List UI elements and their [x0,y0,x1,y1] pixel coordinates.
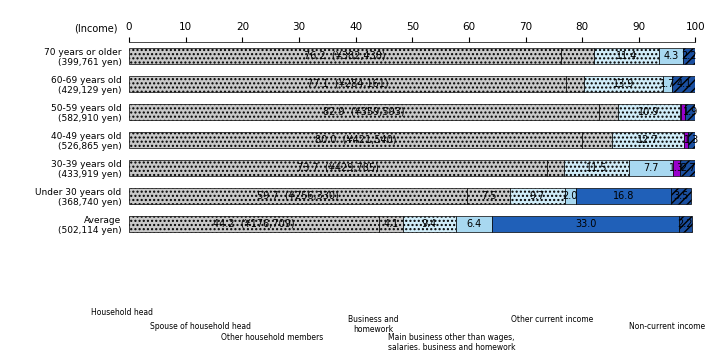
Bar [379,216,403,232]
Text: 6.4: 6.4 [466,219,482,229]
Text: 1.7: 1.7 [660,79,675,89]
Text: 1.9: 1.9 [683,107,698,117]
Text: 82.9  (¥359,593): 82.9 (¥359,593) [323,107,404,117]
Bar [688,132,695,148]
Bar [671,188,691,204]
Bar [680,160,695,176]
Bar [684,132,688,148]
Text: 1.3: 1.3 [669,163,684,173]
Bar [582,132,612,148]
Text: 2.2: 2.2 [678,219,693,229]
Text: Business and
homework: Business and homework [348,315,398,334]
Text: 10.9: 10.9 [638,107,660,117]
Bar [612,132,684,148]
Bar [681,104,685,120]
Text: 77.1  (¥284,161): 77.1 (¥284,161) [307,79,388,89]
Bar [129,132,582,148]
Text: Other household members: Other household members [222,332,323,342]
Text: 76.2  (¥382,438): 76.2 (¥382,438) [304,51,386,61]
Text: 2.7: 2.7 [680,163,695,173]
Bar [129,216,379,232]
Text: 1.3: 1.3 [684,135,699,145]
Text: 80.0  (¥421,540): 80.0 (¥421,540) [315,135,397,145]
Bar [129,160,546,176]
Text: 44.2  (¥176,709): 44.2 (¥176,709) [214,219,295,229]
Bar [584,76,663,92]
Bar [618,104,680,120]
Bar [564,160,630,176]
Bar [594,48,659,64]
Text: 59.7  (¥256,330): 59.7 (¥256,330) [257,191,339,201]
Bar [456,216,492,232]
Bar [546,160,564,176]
Text: (Income): (Income) [75,23,118,34]
Bar [679,216,691,232]
Bar [129,76,566,92]
Text: 7.7: 7.7 [643,163,659,173]
Bar [510,188,565,204]
Text: 7.5: 7.5 [480,191,496,201]
Text: 33.0: 33.0 [575,219,597,229]
Text: 11.5: 11.5 [586,163,607,173]
Text: 16.8: 16.8 [613,191,635,201]
Bar [680,104,681,120]
Text: 9.7: 9.7 [529,191,545,201]
Text: Non-current income: Non-current income [629,322,705,331]
Bar [467,188,510,204]
Bar [129,104,599,120]
Bar [565,188,576,204]
Bar [561,48,594,64]
Bar [663,76,673,92]
Text: 3.5: 3.5 [673,191,689,201]
Text: 4.3: 4.3 [663,51,678,61]
Text: 12.7: 12.7 [637,135,659,145]
Bar [599,104,618,120]
Bar [403,216,456,232]
Bar [673,160,680,176]
Text: 2.2: 2.2 [682,51,697,61]
Text: 9.4: 9.4 [422,219,437,229]
Text: Household head: Household head [91,308,153,317]
Bar [685,104,695,120]
Text: 2.0: 2.0 [563,191,578,201]
Bar [630,160,673,176]
Text: Other current income: Other current income [511,315,593,324]
Bar [129,188,467,204]
Bar [566,76,584,92]
Bar [673,76,695,92]
Bar [683,48,695,64]
Bar [576,188,671,204]
Bar [492,216,679,232]
Bar [659,48,683,64]
Text: 13.9: 13.9 [612,79,634,89]
Text: Main business other than wages,
salaries, business and homework: Main business other than wages, salaries… [388,332,516,350]
Text: Spouse of household head: Spouse of household head [151,322,251,331]
Text: 4.1: 4.1 [676,79,691,89]
Bar [129,48,561,64]
Text: 73.7  (¥429,785): 73.7 (¥429,785) [297,163,379,173]
Text: 11.4: 11.4 [616,51,637,61]
Text: 4.1: 4.1 [384,219,399,229]
